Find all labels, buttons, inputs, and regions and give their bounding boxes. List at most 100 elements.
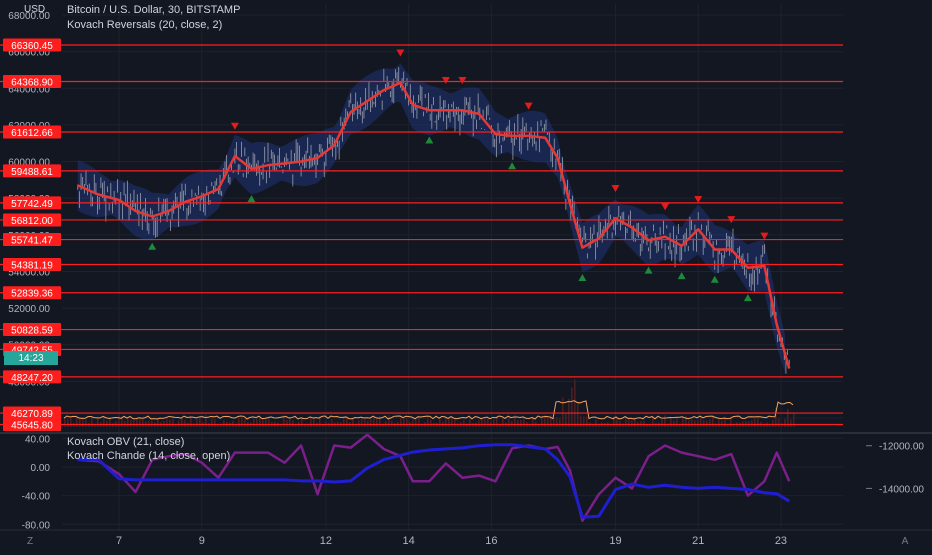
indicator-legend-reversals[interactable]: Kovach Reversals (20, close, 2)	[67, 19, 222, 31]
volume-bar	[79, 418, 81, 427]
volume-bar	[91, 416, 93, 427]
price-level-label: 64368.90	[11, 78, 53, 89]
volume-bar	[571, 387, 573, 427]
volume-bar	[784, 419, 786, 427]
volume-bar	[199, 417, 201, 427]
volume-bar	[76, 418, 78, 427]
volume-bar	[235, 425, 237, 427]
volume-bar	[478, 420, 480, 427]
volume-bar	[493, 419, 495, 427]
chart-title: Bitcoin / U.S. Dollar, 30, BITSTAMP	[67, 4, 240, 16]
volume-bar	[241, 417, 243, 427]
volume-bar	[574, 379, 576, 427]
volume-bar	[64, 418, 66, 427]
volume-bar	[121, 417, 123, 427]
volume-bar	[136, 419, 138, 427]
volume-bar	[502, 417, 504, 427]
log-scale-icon[interactable]: A	[902, 536, 909, 547]
volume-bar	[625, 418, 627, 427]
countdown-label: 14:23	[18, 353, 43, 364]
volume-bar	[175, 425, 177, 427]
volume-bar	[508, 418, 510, 427]
volume-bar	[412, 419, 414, 427]
volume-bar	[310, 417, 312, 427]
volume-bar	[361, 418, 363, 427]
volume-bar	[376, 419, 378, 427]
volume-bar	[772, 420, 774, 427]
x-tick-label: 12	[320, 535, 332, 547]
right-axis-label: -14000.00	[879, 484, 924, 495]
auto-scale-icon[interactable]: Z	[27, 536, 33, 547]
volume-bar	[484, 417, 486, 427]
volume-bar	[67, 419, 69, 427]
volume-bar	[181, 418, 183, 427]
volume-bar	[169, 420, 171, 427]
volume-bar	[487, 419, 489, 427]
volume-bar	[694, 420, 696, 427]
volume-bar	[556, 417, 558, 427]
price-level-label: 56812.00	[11, 216, 53, 227]
volume-bar	[778, 418, 780, 427]
indicator-legend-obv[interactable]: Kovach OBV (21, close)	[67, 436, 184, 448]
volume-bar	[268, 418, 270, 427]
volume-bar	[754, 418, 756, 427]
volume-bar	[157, 418, 159, 427]
currency-label[interactable]: USD	[24, 4, 45, 15]
volume-bar	[403, 417, 405, 427]
volume-bar	[697, 420, 699, 427]
volume-bar	[313, 418, 315, 427]
volume-bar	[445, 417, 447, 427]
price-level-label: 54381.19	[11, 260, 53, 271]
lower-y-tick-label: -40.00	[22, 492, 51, 503]
volume-bar	[745, 421, 747, 427]
volume-bar	[733, 425, 735, 427]
volume-bar	[757, 416, 759, 427]
volume-bar	[562, 397, 564, 427]
volume-bar	[223, 420, 225, 427]
volume-bar	[643, 421, 645, 427]
price-level-label: 50828.59	[11, 326, 53, 337]
volume-bar	[790, 420, 792, 427]
volume-bar	[256, 418, 258, 427]
volume-bar	[709, 419, 711, 427]
price-level-label: 61612.66	[11, 128, 53, 139]
volume-bar	[580, 415, 582, 427]
volume-bar	[85, 419, 87, 427]
volume-bar	[370, 419, 372, 427]
lower-y-tick-label: 40.00	[25, 434, 50, 445]
volume-bar	[118, 415, 120, 427]
x-tick-label: 23	[775, 535, 787, 547]
volume-bar	[184, 420, 186, 427]
volume-bar	[664, 415, 666, 427]
volume-bar	[676, 419, 678, 427]
volume-bar	[418, 416, 420, 427]
volume-bar	[577, 402, 579, 427]
volume-bar	[70, 418, 72, 427]
price-level-label: 59488.61	[11, 167, 53, 178]
volume-bar	[133, 418, 135, 427]
indicator-legend-chande[interactable]: Kovach Chande (14, close, open)	[67, 450, 230, 462]
volume-bar	[124, 421, 126, 427]
volume-bar	[463, 420, 465, 427]
volume-bar	[73, 423, 75, 427]
right-axis-label: -12000.00	[879, 442, 924, 453]
x-tick-label: 9	[199, 535, 205, 547]
volume-bar	[166, 417, 168, 427]
volume-bar	[178, 421, 180, 427]
volume-bar	[253, 419, 255, 427]
volume-bar	[430, 420, 432, 427]
volume-bar	[343, 418, 345, 427]
volume-bar	[331, 419, 333, 427]
volume-bar	[661, 417, 663, 427]
volume-bar	[469, 419, 471, 427]
volume-bar	[214, 419, 216, 427]
volume-bar	[448, 418, 450, 427]
volume-bar	[97, 418, 99, 427]
volume-bar	[682, 416, 684, 427]
volume-bar	[139, 418, 141, 427]
volume-bar	[520, 420, 522, 427]
volume-bar	[211, 418, 213, 427]
volume-bar	[193, 425, 195, 427]
volume-bar	[559, 418, 561, 427]
volume-bar	[586, 416, 588, 427]
